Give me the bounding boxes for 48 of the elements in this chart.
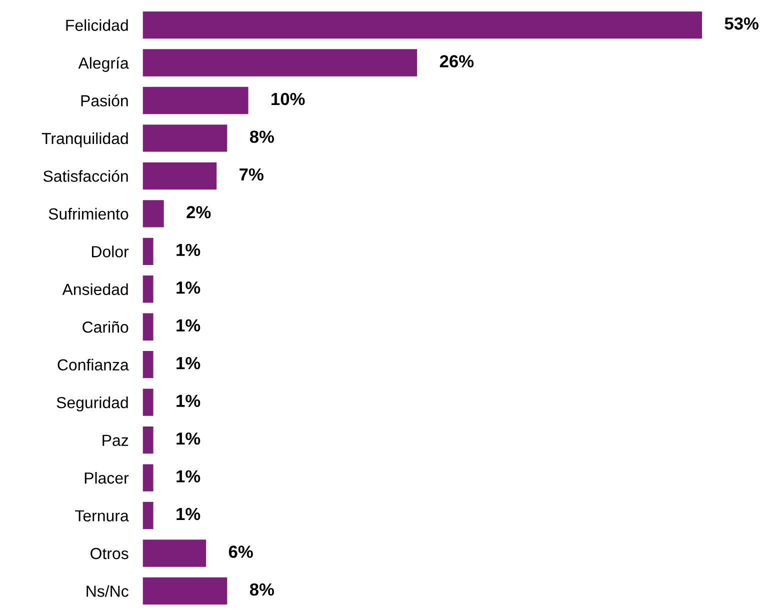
y-tick-label: Cariño xyxy=(82,321,128,333)
bar xyxy=(142,577,228,605)
data-label: 53% xyxy=(724,17,759,30)
bar xyxy=(142,464,154,492)
bar xyxy=(142,86,248,114)
data-label: 7% xyxy=(240,168,264,181)
data-label: 1% xyxy=(176,319,200,332)
data-label: 8% xyxy=(250,130,274,143)
y-tick-label: Alegría xyxy=(78,56,129,72)
data-label: 1% xyxy=(176,432,200,445)
bar xyxy=(142,11,702,39)
y-tick-label: Felicidad xyxy=(66,19,128,31)
y-tick-label: Ansiedad xyxy=(62,283,128,296)
data-label: 1% xyxy=(176,244,200,256)
y-tick-label: Ns/Nc xyxy=(86,585,128,597)
data-label: 1% xyxy=(176,470,200,482)
y-tick-label: Pasión xyxy=(81,94,128,106)
y-tick-label: Placer xyxy=(84,472,129,484)
data-label: 8% xyxy=(250,583,274,596)
y-tick-label: Otros xyxy=(90,548,128,560)
data-label: 1% xyxy=(176,282,200,294)
data-label: 10% xyxy=(272,92,305,106)
bar xyxy=(142,351,154,378)
bar xyxy=(142,388,154,416)
bar xyxy=(142,540,206,567)
y-tick-label: Confianza xyxy=(58,358,129,371)
bar xyxy=(142,124,228,152)
y-tick-label: Sufrimiento xyxy=(48,208,128,220)
bar xyxy=(142,162,217,190)
bar xyxy=(142,238,154,265)
data-label: 2% xyxy=(186,206,211,218)
bar xyxy=(142,502,154,530)
bar xyxy=(142,200,164,228)
y-tick-label: Ternura xyxy=(75,510,129,522)
data-label: 1% xyxy=(176,508,200,520)
data-label: 1% xyxy=(176,394,200,407)
data-label: 26% xyxy=(440,55,474,68)
data-label: 1% xyxy=(176,357,200,370)
bar xyxy=(142,276,154,303)
bar xyxy=(142,426,154,454)
data-label: 6% xyxy=(228,546,253,558)
y-tick-label: Dolor xyxy=(92,246,129,258)
y-tick-label: Paz xyxy=(102,434,128,446)
y-tick-label: Satisfacción xyxy=(43,170,128,182)
y-tick-label: Tranquilidad xyxy=(42,132,128,148)
y-tick-label: Seguridad xyxy=(56,396,128,412)
bar xyxy=(142,49,418,76)
bar xyxy=(142,313,154,340)
